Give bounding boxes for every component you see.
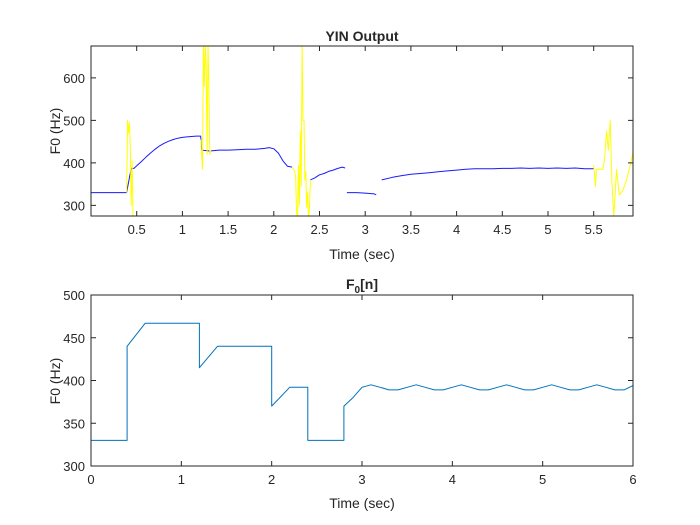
series-line-blue-1 xyxy=(310,166,346,181)
x-axis-label: Time (sec) xyxy=(329,495,395,511)
series-group xyxy=(91,322,633,441)
x-tick-label: 4 xyxy=(449,472,456,487)
x-tick-label: 1 xyxy=(179,222,186,237)
x-tick-label: 5 xyxy=(539,472,546,487)
title-rest: [n] xyxy=(360,276,378,292)
chart-title: F0[n] xyxy=(346,276,378,296)
x-tick-label: 1.5 xyxy=(219,222,237,237)
x-tick-label: 2.5 xyxy=(310,222,328,237)
x-tick-label: 4 xyxy=(453,222,460,237)
y-tick-label: 600 xyxy=(63,71,85,86)
x-tick-label: 1 xyxy=(178,472,185,487)
series-line-blue-0 xyxy=(91,135,293,194)
x-tick-label: 2 xyxy=(270,222,277,237)
series-line-yellow-4 xyxy=(126,119,134,216)
yin-output-chart: 0.5 1 1.5 2 2.5 3 3.5 4 4.5 5 5.5 300 400 500 600 YIN … xyxy=(47,28,634,262)
x-tick-label: 6 xyxy=(629,472,636,487)
y-tick-label: 350 xyxy=(63,416,85,431)
x-tick-label: 5 xyxy=(544,222,551,237)
series-line-main-0 xyxy=(91,322,633,441)
x-tick-label: 0 xyxy=(87,472,94,487)
plot-area xyxy=(91,46,633,216)
y-tick-label: 400 xyxy=(63,156,85,171)
y-tick-label: 300 xyxy=(63,459,85,474)
x-tick-label: 2 xyxy=(268,472,275,487)
x-tick-label: 3.5 xyxy=(402,222,420,237)
title-subscript: 0 xyxy=(355,285,361,296)
x-tick-label: 5.5 xyxy=(585,222,603,237)
series-line-yellow-6 xyxy=(291,46,311,216)
x-tick-label: 0.5 xyxy=(128,222,146,237)
chart-title: YIN Output xyxy=(325,28,398,44)
y-tick-label: 450 xyxy=(63,331,85,346)
x-tick-label: 4.5 xyxy=(493,222,511,237)
axes-box xyxy=(90,45,634,217)
tick-group: 0.5 1 1.5 2 2.5 3 3.5 4 4.5 5 5.5 300 400 500 600 xyxy=(63,46,633,237)
x-tick-label: 3 xyxy=(358,472,365,487)
y-tick-label: 400 xyxy=(63,374,85,389)
series-line-yellow-5 xyxy=(200,46,212,170)
y-tick-label: 300 xyxy=(63,198,85,213)
plot-area xyxy=(91,295,633,466)
series-line-blue-3 xyxy=(381,167,594,181)
x-axis-label: Time (sec) xyxy=(329,246,395,262)
y-tick-label: 500 xyxy=(63,113,85,128)
y-axis-label: F0 (Hz) xyxy=(47,108,63,155)
title-base: F xyxy=(346,276,355,292)
tick-group: 0 1 2 3 4 5 6 300 350 400 450 500 xyxy=(63,288,636,487)
y-axis-label: F0 (Hz) xyxy=(47,358,63,405)
series-group xyxy=(91,46,633,216)
series-line-blue-2 xyxy=(346,192,377,196)
y-tick-label: 500 xyxy=(63,288,85,303)
x-tick-label: 3 xyxy=(362,222,369,237)
series-line-yellow-7 xyxy=(593,119,633,216)
